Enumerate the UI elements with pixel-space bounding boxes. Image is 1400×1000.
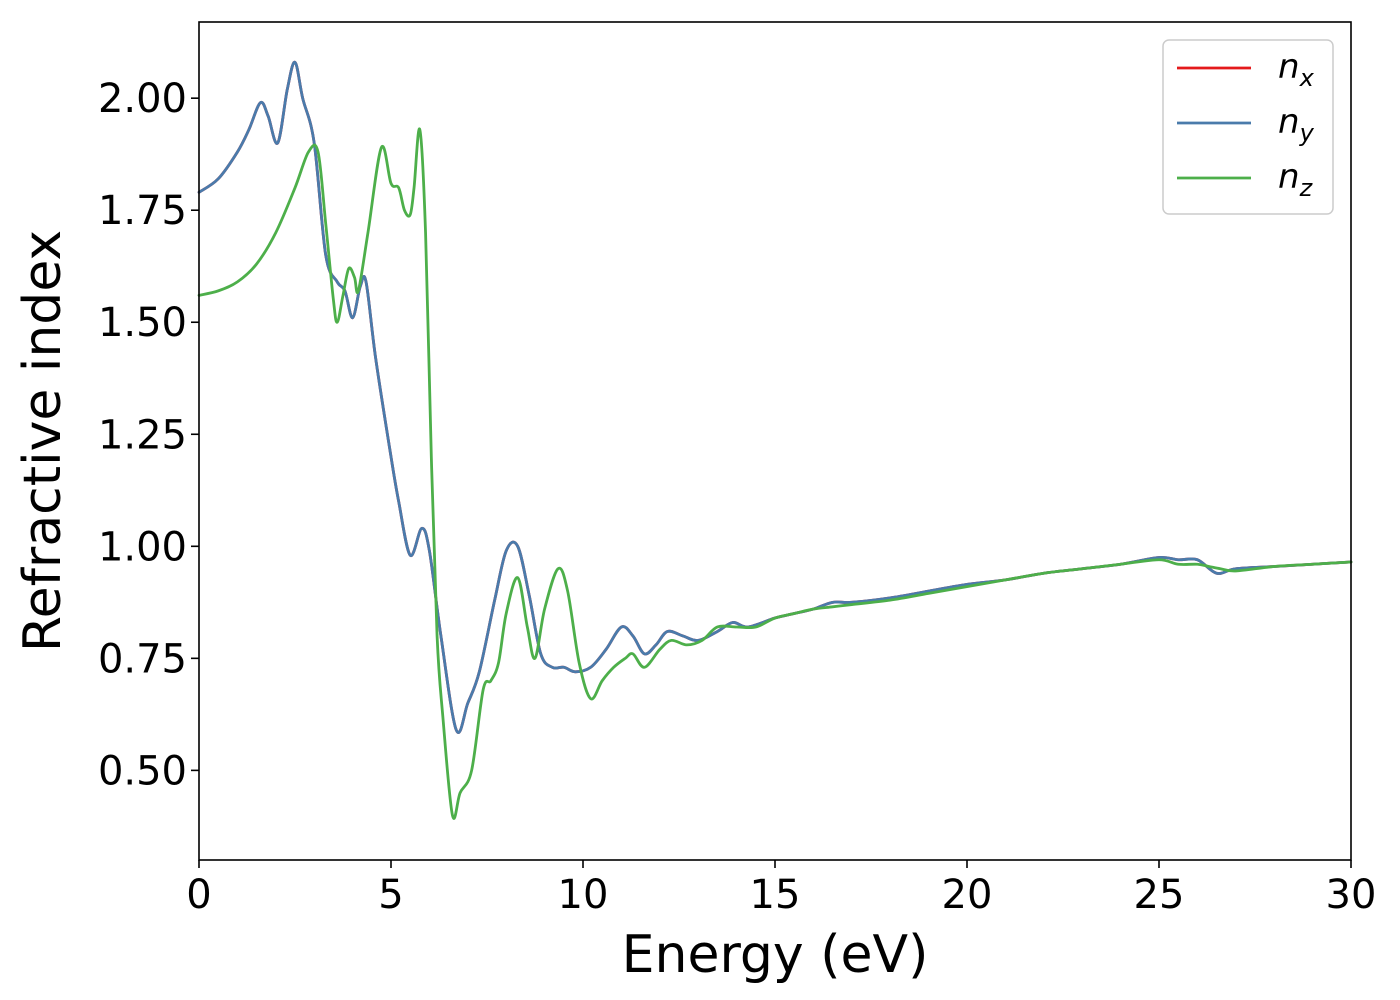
legend: nx ny nz — [1162, 39, 1334, 215]
y-tick-label: 1.75 — [98, 188, 187, 234]
x-tick-label: 15 — [750, 872, 801, 918]
series-line-z — [197, 127, 1353, 820]
y-axis-ticks: 0.50 0.75 1.00 1.25 1.50 1.75 2.00 — [98, 76, 199, 794]
legend-label-z: nz — [1278, 157, 1314, 202]
plot-lines — [197, 60, 1353, 820]
y-tick-label: 0.50 — [98, 748, 187, 794]
x-tick-label: 10 — [558, 872, 609, 918]
y-tick-label: 1.25 — [98, 412, 187, 458]
y-axis-title: Refractive index — [13, 230, 73, 652]
x-tick-label: 0 — [186, 872, 211, 918]
y-tick-label: 1.00 — [98, 524, 187, 570]
legend-box — [1162, 39, 1334, 215]
x-axis-ticks: 0 5 10 15 20 25 30 — [186, 860, 1376, 918]
x-axis-title: Energy (eV) — [622, 925, 929, 985]
legend-label-x: nx — [1278, 47, 1315, 92]
x-tick-label: 30 — [1326, 872, 1377, 918]
x-tick-label: 5 — [378, 872, 403, 918]
x-tick-label: 20 — [942, 872, 993, 918]
legend-label-y: ny — [1278, 102, 1315, 147]
y-tick-label: 0.75 — [98, 636, 187, 682]
x-tick-label: 25 — [1134, 872, 1185, 918]
y-tick-label: 1.50 — [98, 300, 187, 346]
y-tick-label: 2.00 — [98, 76, 187, 122]
